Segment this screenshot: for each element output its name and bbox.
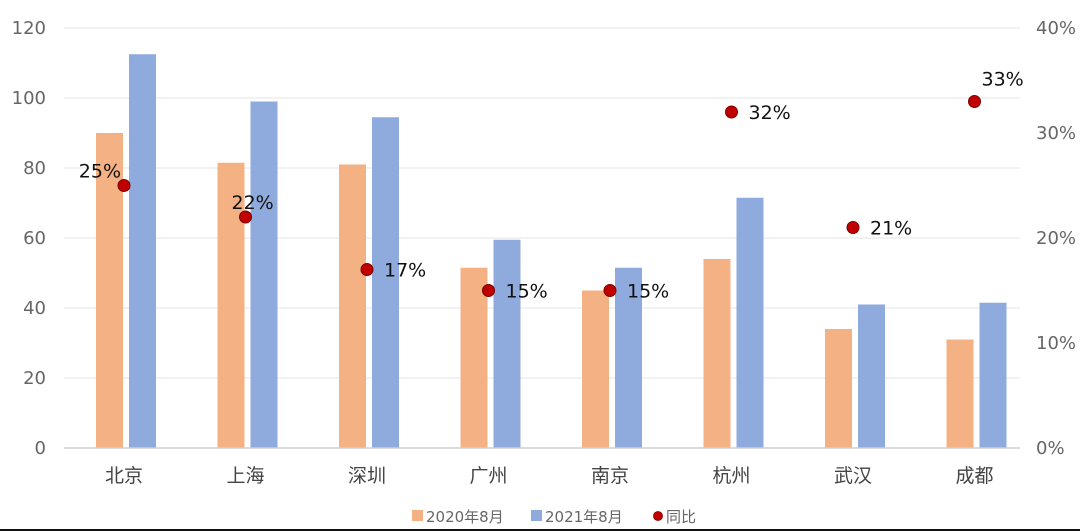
yoy-point-3 [482, 284, 495, 297]
right-tick-label: 10% [1036, 333, 1076, 354]
bar-2020-5 [703, 259, 731, 448]
left-tick-label: 100 [12, 88, 46, 109]
category-label: 南京 [591, 465, 629, 487]
left-tick-label: 120 [12, 18, 46, 39]
legend: 2020年8月 2021年8月 同比 [412, 508, 696, 526]
yoy-label-1: 22% [232, 192, 274, 214]
yoy-point-4 [603, 284, 617, 297]
category-labels: 北京 上海 深圳 广州 南京 杭州 武汉 成都 [105, 465, 994, 487]
category-label: 上海 [226, 465, 264, 487]
yoy-points [117, 95, 981, 297]
left-tick-label: 80 [23, 158, 46, 179]
left-tick-label: 60 [23, 228, 46, 249]
bar-2021-6 [858, 304, 885, 448]
yoy-label-3: 15% [506, 281, 548, 303]
bar-2021-1 [250, 101, 278, 448]
legend-swatch [531, 510, 542, 521]
yoy-label-4: 15% [627, 281, 669, 303]
category-label: 广州 [469, 465, 507, 487]
yoy-label-2: 17% [384, 260, 426, 282]
bar-2021-7 [979, 302, 1007, 448]
yoy-point-0 [117, 179, 131, 192]
category-label: 北京 [105, 465, 143, 487]
yoy-point-7 [968, 95, 981, 108]
legend-label: 2021年8月 [545, 508, 623, 526]
right-tick-label: 20% [1036, 228, 1076, 249]
yoy-labels: 25% 22% 17% 15% 15% 32% 21% 33% [79, 69, 1024, 303]
right-tick-label: 30% [1036, 123, 1076, 144]
left-axis-ticks: 0 20 40 60 80 100 120 [12, 18, 46, 459]
category-label: 杭州 [712, 465, 750, 487]
left-tick-label: 20 [23, 368, 46, 389]
bars [96, 54, 1007, 448]
category-label: 深圳 [348, 465, 386, 487]
bar-2021-3 [493, 239, 521, 448]
legend-item-2: 同比 [653, 508, 696, 526]
yoy-point-2 [360, 263, 374, 276]
legend-swatch [653, 511, 663, 521]
bottom-border [0, 529, 1080, 531]
yoy-label-0: 25% [79, 161, 121, 183]
legend-swatch [412, 510, 423, 521]
yoy-label-5: 32% [749, 102, 791, 124]
legend-item-0: 2020年8月 [412, 508, 504, 526]
bar-2020-1 [217, 162, 245, 448]
bar-2021-2 [372, 117, 399, 448]
left-tick-label: 40 [23, 298, 46, 319]
bar-2021-0 [129, 54, 156, 448]
legend-item-1: 2021年8月 [531, 508, 623, 526]
legend-label: 同比 [666, 508, 696, 526]
yoy-point-5 [725, 105, 738, 119]
bar-2020-4 [582, 290, 609, 448]
bar-2020-6 [825, 329, 852, 448]
left-tick-label: 0 [35, 438, 46, 459]
bar-2020-7 [946, 339, 974, 448]
bar-2021-5 [736, 197, 764, 448]
yoy-label-6: 21% [870, 218, 912, 240]
yoy-label-7: 33% [982, 69, 1024, 91]
right-tick-label: 40% [1036, 18, 1076, 39]
right-tick-label: 0% [1036, 438, 1065, 459]
right-axis-ticks: 0% 10% 20% 30% 40% [1036, 18, 1076, 459]
bar-2020-3 [460, 267, 488, 448]
bar-2020-2 [339, 164, 366, 448]
bar-2021-4 [615, 267, 642, 448]
yoy-point-6 [846, 221, 860, 234]
category-label: 武汉 [834, 465, 872, 487]
category-label: 成都 [955, 465, 993, 487]
yoy-point-1 [239, 210, 252, 224]
legend-label: 2020年8月 [426, 508, 504, 526]
